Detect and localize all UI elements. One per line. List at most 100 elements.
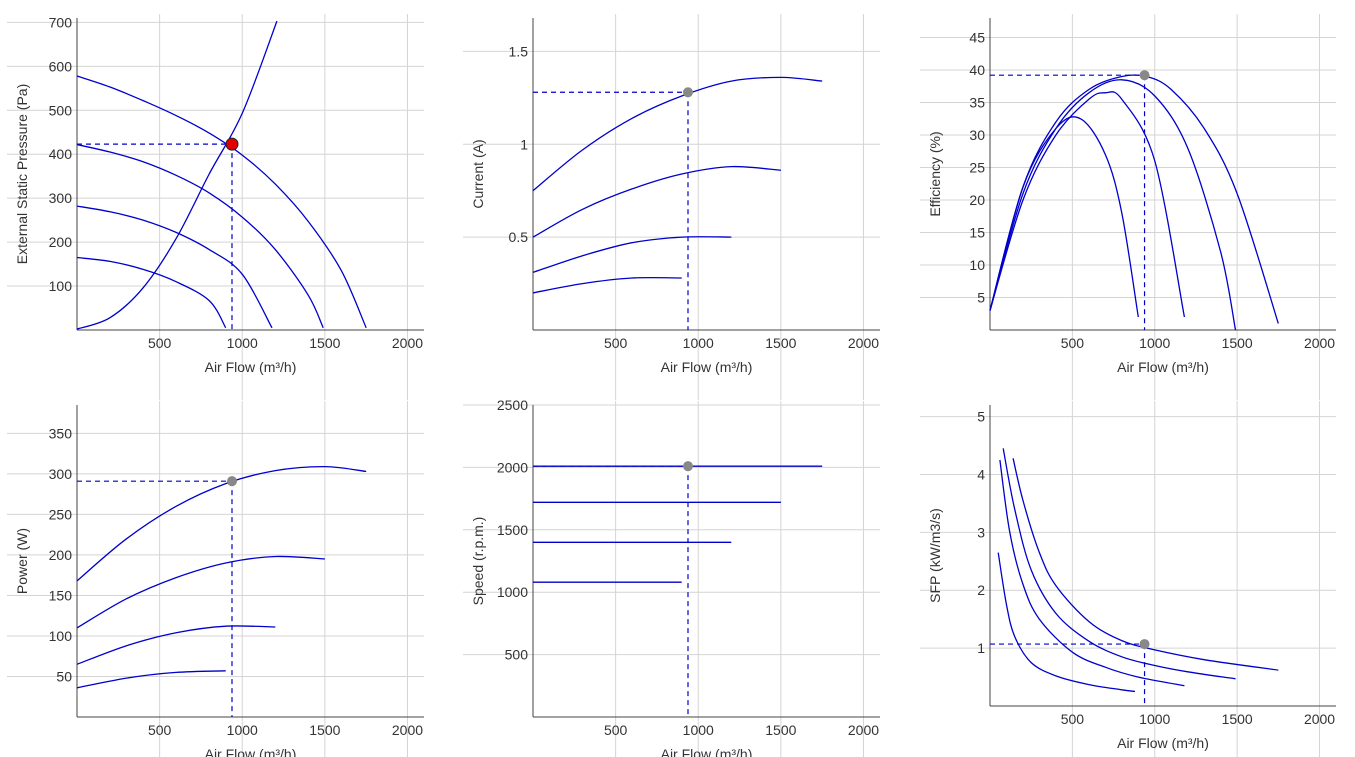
x-tick-label: 1000 (683, 335, 714, 351)
x-tick-label: 2000 (848, 335, 879, 351)
y-axis-title: Speed (r.p.m.) (470, 517, 486, 606)
curve-series-1 (1012, 458, 1279, 671)
curve-series-4 (532, 276, 682, 294)
y-tick-label: 4 (977, 466, 985, 482)
x-tick-label: 1000 (227, 722, 258, 738)
operating-point-marker (226, 476, 237, 487)
x-axis-title: Air Flow (m³/h) (661, 746, 753, 757)
y-tick-label: 1.5 (509, 43, 529, 59)
y-tick-label: 2000 (497, 459, 528, 475)
y-tick-label: 100 (49, 628, 73, 644)
x-tick-label: 1000 (227, 335, 258, 351)
y-tick-label: 35 (969, 95, 985, 111)
chart-panel-4: 500 1000 1500 2000 50 100 150 200 250 300 350 Air F… (7, 401, 424, 757)
curve-series-2 (76, 555, 325, 629)
curve-series-2 (76, 143, 324, 329)
y-tick-label: 200 (49, 547, 73, 563)
y-tick-label: 600 (49, 58, 73, 74)
x-tick-label: 1500 (309, 335, 340, 351)
y-axis-title: SFP (kW/m3/s) (927, 508, 943, 603)
curve-series-2 (989, 79, 1237, 331)
y-tick-label: 0.5 (509, 229, 529, 245)
curve-series-4 (997, 552, 1136, 693)
chart-panel-1: 500 1000 1500 2000 100 200 300 400 500 600 700 Air … (7, 14, 424, 400)
y-tick-label: 20 (969, 192, 985, 208)
y-tick-label: 500 (49, 102, 73, 118)
x-tick-label: 2000 (1304, 711, 1335, 727)
curve-series-4 (76, 670, 226, 689)
y-tick-label: 5 (977, 290, 985, 306)
curve-series-4 (76, 256, 227, 329)
curve-series-2 (1002, 448, 1236, 680)
curve-series-3 (76, 205, 273, 329)
y-axis-title: Efficiency (%) (927, 131, 943, 216)
x-tick-label: 500 (604, 722, 628, 738)
x-tick-label: 500 (604, 335, 628, 351)
y-tick-label: 2500 (497, 397, 528, 413)
y-tick-label: 1500 (497, 522, 528, 538)
x-tick-label: 1000 (1139, 335, 1170, 351)
y-tick-label: 250 (49, 506, 73, 522)
operating-point-marker (1139, 70, 1150, 81)
operating-point-marker (682, 87, 693, 98)
curve-series-5 (76, 20, 278, 330)
curve-series-3 (989, 91, 1186, 318)
curve-series-2 (532, 165, 781, 238)
chart-panel-3: 500 1000 1500 2000 5 10 15 20 25 30 35 40 45 Air Flow… (920, 14, 1336, 400)
x-tick-label: 500 (1061, 335, 1085, 351)
y-axis-title: External Static Pressure (Pa) (14, 84, 30, 265)
x-tick-label: 1500 (765, 335, 796, 351)
x-tick-label: 500 (148, 335, 172, 351)
y-axis-title: Current (A) (470, 139, 486, 208)
y-tick-label: 300 (49, 466, 73, 482)
x-tick-label: 500 (148, 722, 172, 738)
curve-series-4 (989, 116, 1139, 318)
curve-series-1 (532, 76, 823, 192)
x-tick-label: 1000 (683, 722, 714, 738)
curve-series-3 (532, 236, 732, 274)
x-tick-label: 2000 (1304, 335, 1335, 351)
y-tick-label: 1000 (497, 584, 528, 600)
x-axis-title: Air Flow (m³/h) (1117, 735, 1209, 751)
x-tick-label: 1500 (1222, 711, 1253, 727)
x-tick-label: 2000 (848, 722, 879, 738)
x-tick-label: 1500 (309, 722, 340, 738)
x-axis-title: Air Flow (m³/h) (205, 746, 297, 757)
curve-series-3 (76, 625, 276, 665)
y-tick-label: 200 (49, 234, 73, 250)
curve-series-1 (76, 465, 367, 582)
x-tick-label: 500 (1061, 711, 1085, 727)
y-tick-label: 45 (969, 30, 985, 46)
y-tick-label: 1 (520, 136, 528, 152)
y-tick-label: 30 (969, 127, 985, 143)
y-tick-label: 500 (505, 647, 529, 663)
y-tick-label: 50 (56, 668, 72, 684)
y-tick-label: 5 (977, 409, 985, 425)
y-tick-label: 40 (969, 62, 985, 78)
x-axis-title: Air Flow (m³/h) (661, 359, 753, 375)
y-tick-label: 3 (977, 524, 985, 540)
operating-point-marker (682, 461, 693, 472)
y-tick-label: 10 (969, 257, 985, 273)
x-tick-label: 2000 (392, 335, 423, 351)
y-axis-title: Power (W) (14, 528, 30, 594)
operating-point-marker (225, 137, 239, 151)
y-tick-label: 400 (49, 146, 73, 162)
curve-series-3 (999, 459, 1185, 687)
chart-panel-5: 500 1000 1500 2000 500 1000 1500 2000 2500 Air Fl… (463, 397, 880, 757)
x-axis-title: Air Flow (m³/h) (205, 359, 297, 375)
y-tick-label: 15 (969, 225, 985, 241)
x-tick-label: 1500 (765, 722, 796, 738)
y-tick-label: 150 (49, 587, 73, 603)
chart-panel-2: 500 1000 1500 2000 0.5 1 1.5 Air Flow (m³/h) Cur… (463, 14, 880, 400)
y-tick-label: 2 (977, 582, 985, 598)
y-tick-label: 25 (969, 160, 985, 176)
y-tick-label: 300 (49, 190, 73, 206)
operating-point-marker (1139, 639, 1150, 650)
y-tick-label: 350 (49, 425, 73, 441)
y-tick-label: 100 (49, 278, 73, 294)
x-tick-label: 1500 (1222, 335, 1253, 351)
x-tick-label: 2000 (392, 722, 423, 738)
x-axis-title: Air Flow (m³/h) (1117, 359, 1209, 375)
